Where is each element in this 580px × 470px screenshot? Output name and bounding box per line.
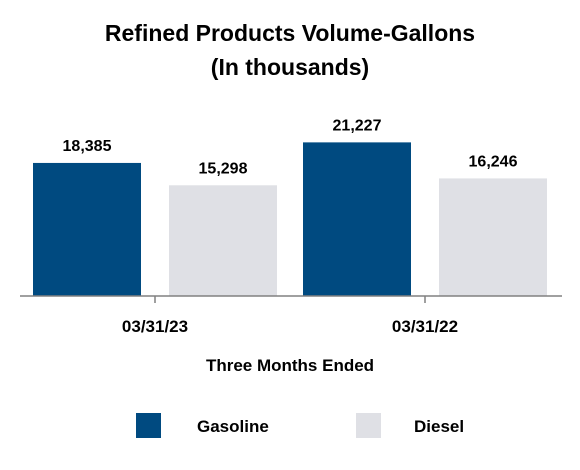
bar-diesel-0 [169, 185, 277, 296]
x-tick-label-1: 03/31/22 [392, 317, 458, 336]
legend-label-diesel: Diesel [414, 417, 464, 436]
chart-title-line-1: Refined Products Volume-Gallons [105, 20, 475, 46]
x-axis-label: Three Months Ended [206, 356, 374, 375]
bar-gasoline-1 [303, 142, 411, 296]
data-label-diesel-0: 15,298 [199, 160, 248, 177]
data-label-gasoline-0: 18,385 [63, 138, 112, 155]
bars-layer: 18,385 15,298 21,227 16,246 [33, 117, 547, 296]
legend-swatch-diesel [356, 413, 381, 438]
legend-label-gasoline: Gasoline [197, 417, 269, 436]
x-tick-label-0: 03/31/23 [122, 317, 188, 336]
chart-title-line-2: (In thousands) [211, 54, 369, 80]
bar-gasoline-0 [33, 162, 141, 296]
data-label-diesel-1: 16,246 [469, 153, 518, 170]
bar-diesel-1 [439, 178, 547, 296]
data-label-gasoline-1: 21,227 [333, 117, 382, 134]
ticks-layer: 03/31/23 03/31/22 [122, 296, 458, 336]
legend-swatch-gasoline [136, 413, 161, 438]
legend: Gasoline Diesel [136, 413, 464, 438]
